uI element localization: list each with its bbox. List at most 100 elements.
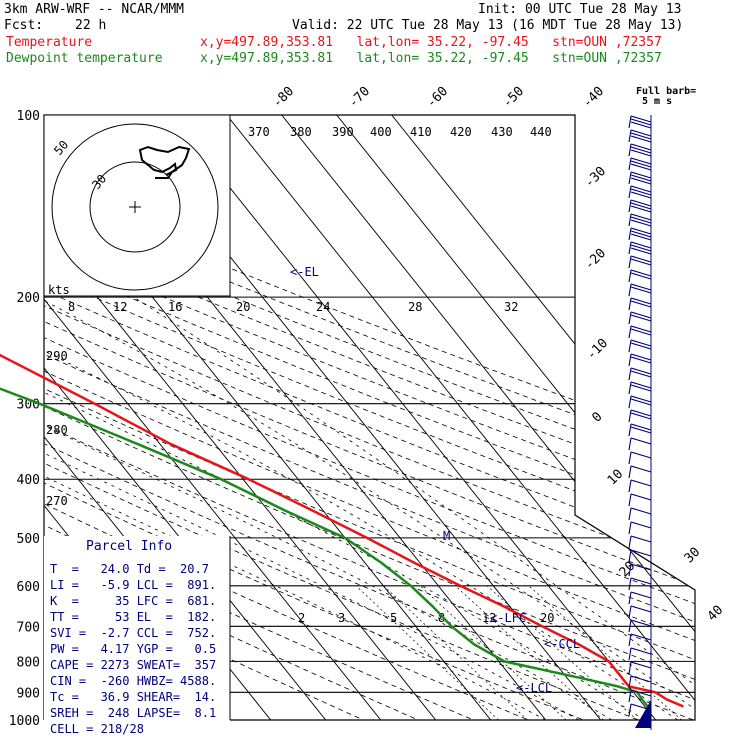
wind-barb bbox=[630, 135, 652, 143]
wind-scale-label: 16 bbox=[168, 300, 182, 314]
isotherm-line bbox=[369, 115, 695, 720]
wind-barb bbox=[630, 535, 652, 543]
wind-barb-shaft bbox=[628, 493, 632, 507]
isotherm-line bbox=[44, 115, 447, 720]
dry-adiabat bbox=[44, 115, 695, 720]
wind-barb-shaft bbox=[628, 479, 632, 493]
wind-barb-shaft bbox=[628, 129, 632, 143]
el-marker: <-EL bbox=[290, 265, 319, 279]
wind-barb bbox=[630, 118, 652, 126]
wind-barb-shaft bbox=[628, 423, 632, 437]
wind-barb bbox=[630, 149, 652, 157]
wind-barb bbox=[630, 465, 652, 473]
wind-barb bbox=[630, 339, 652, 347]
wind-scale-label: 12 bbox=[113, 300, 127, 314]
hodograph-ring bbox=[89, 161, 181, 253]
wind-barb bbox=[630, 370, 652, 378]
theta-label: 440 bbox=[530, 125, 552, 139]
plot-area bbox=[0, 87, 695, 733]
hodograph-speed-unit: kts bbox=[48, 283, 70, 297]
wind-barb bbox=[630, 563, 652, 571]
wind-barb bbox=[630, 398, 652, 406]
isotherm-label: 30 bbox=[682, 545, 704, 567]
wind-barb bbox=[630, 216, 652, 224]
wind-barb-shaft bbox=[628, 605, 632, 619]
wind-barb bbox=[630, 171, 652, 179]
ccl-marker: <-CCL bbox=[544, 637, 580, 651]
wind-barb-shaft bbox=[628, 577, 632, 591]
wind-barb bbox=[630, 121, 652, 129]
wind-barb bbox=[630, 675, 652, 683]
isotherm-line bbox=[204, 115, 695, 720]
wind-barb-shaft bbox=[628, 297, 632, 311]
parcel-row: K = 35 LFC = 681. bbox=[50, 594, 217, 608]
hodograph-ring bbox=[51, 123, 219, 291]
wind-barb-shaft bbox=[628, 549, 632, 563]
wind-barb-shaft bbox=[628, 171, 632, 185]
wind-barb-shaft bbox=[628, 703, 632, 717]
dry-adiabat bbox=[44, 115, 695, 720]
wind-barb bbox=[630, 549, 652, 557]
isotherm-line bbox=[149, 115, 667, 720]
wind-barb-shaft bbox=[628, 647, 632, 661]
theta-label: 390 bbox=[332, 125, 354, 139]
dry-adiabat bbox=[44, 115, 695, 720]
pressure-tick-label: 100 bbox=[17, 109, 40, 124]
wind-barb bbox=[630, 577, 652, 585]
wind-barb bbox=[630, 689, 652, 697]
wind-barb-shaft bbox=[628, 661, 632, 675]
isotherm-label: -70 bbox=[346, 84, 373, 111]
wind-barb bbox=[630, 353, 652, 361]
wind-barb-shaft bbox=[628, 451, 632, 465]
wind-barb bbox=[630, 314, 652, 322]
mixing-ratio-label: 12 bbox=[482, 611, 496, 625]
wind-barb bbox=[630, 521, 652, 529]
pressure-tick-label: 600 bbox=[17, 580, 40, 595]
dry-adiabat bbox=[44, 115, 616, 720]
wind-barb-shaft bbox=[628, 199, 632, 213]
isotherm-line bbox=[44, 115, 392, 720]
dry-adiabat bbox=[44, 115, 695, 720]
isotherm-line bbox=[0, 87, 6, 733]
wind-barb-shaft bbox=[628, 311, 632, 325]
wind-barb bbox=[630, 146, 652, 154]
wind-barb bbox=[630, 177, 652, 185]
moist-adiabat bbox=[133, 296, 695, 720]
mixing-ratio-label: 2 bbox=[298, 611, 305, 625]
wind-barb-shaft bbox=[628, 507, 632, 521]
wind-barb bbox=[630, 507, 652, 515]
wind-barb bbox=[630, 633, 652, 641]
wind-barb-shaft bbox=[628, 367, 632, 381]
wind-barb bbox=[630, 219, 652, 227]
wind-barb bbox=[630, 451, 652, 459]
wind-barb bbox=[630, 647, 652, 655]
wind-barb-shaft bbox=[628, 213, 632, 227]
isotherm-label: 40 bbox=[705, 603, 727, 625]
wind-barb bbox=[630, 157, 652, 165]
wind-scale-label: 24 bbox=[316, 300, 330, 314]
parcel-info-box: Parcel Info T = 24.0 Td = 20.7 LI = -5.9… bbox=[44, 536, 230, 736]
wind-barb bbox=[630, 272, 652, 280]
theta-label: 410 bbox=[410, 125, 432, 139]
wind-barb bbox=[630, 395, 652, 403]
theta-label: 420 bbox=[450, 125, 472, 139]
wind-barb-shaft bbox=[628, 353, 632, 367]
theta-label: 430 bbox=[491, 125, 513, 139]
wind-barb bbox=[630, 160, 652, 168]
wind-barb-shaft bbox=[628, 227, 632, 241]
wind-barb-shaft bbox=[628, 185, 632, 199]
moist-adiabat bbox=[44, 296, 695, 720]
lfc-marker: <-LFC bbox=[490, 611, 526, 625]
wind-barb-shaft bbox=[628, 409, 632, 423]
parcel-row: LI = -5.9 LCL = 891. bbox=[50, 578, 217, 592]
isotherm-line bbox=[259, 115, 695, 720]
dewpoint-profile bbox=[0, 387, 649, 708]
wind-barb bbox=[630, 241, 652, 249]
wind-barb bbox=[630, 605, 652, 613]
dry-adiabat bbox=[44, 115, 695, 720]
init-time: Init: 00 UTC Tue 28 May 13 bbox=[478, 2, 682, 17]
wind-barb bbox=[630, 283, 652, 291]
wind-barb-shaft bbox=[628, 437, 632, 451]
wind-barb bbox=[630, 174, 652, 182]
